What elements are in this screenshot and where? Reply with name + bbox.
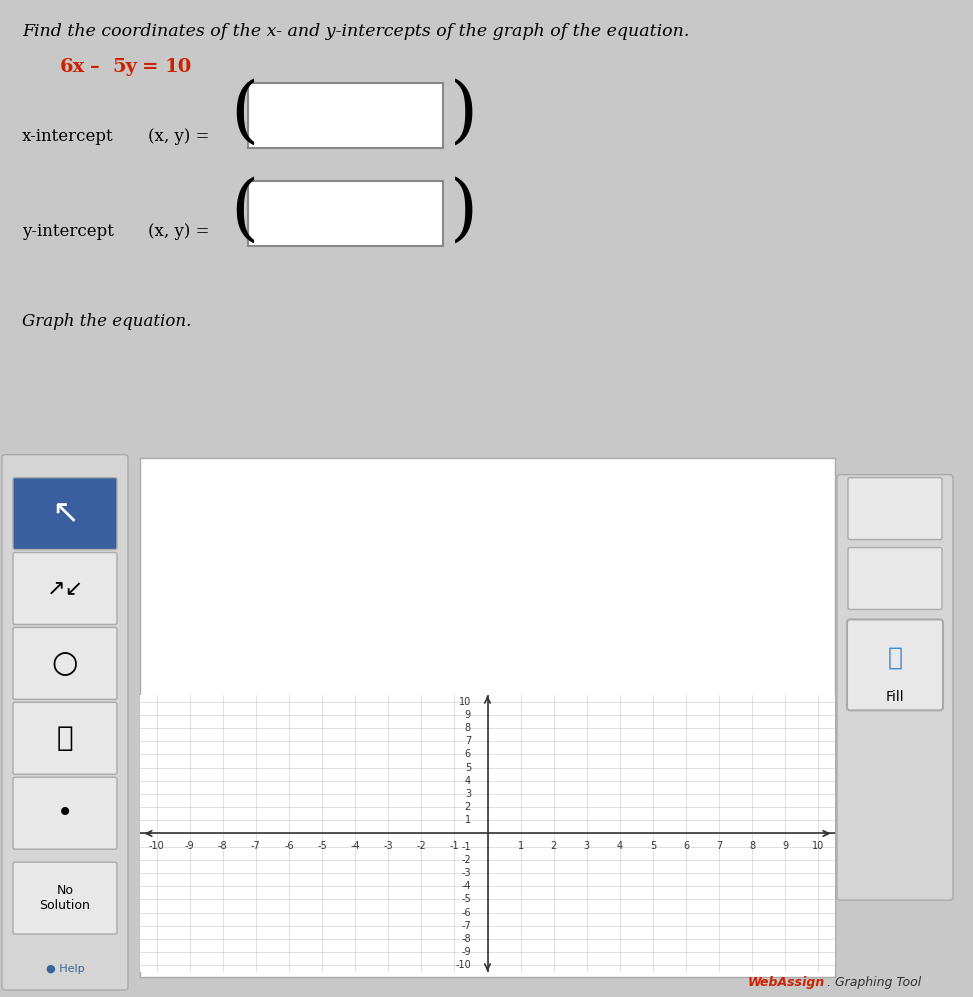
Text: –: – xyxy=(90,58,99,76)
FancyBboxPatch shape xyxy=(13,778,117,849)
Text: -8: -8 xyxy=(461,934,471,944)
FancyBboxPatch shape xyxy=(13,862,117,934)
Bar xyxy=(248,181,443,246)
Text: -4: -4 xyxy=(350,841,360,851)
Text: -1: -1 xyxy=(450,841,459,851)
Text: =: = xyxy=(142,58,159,76)
Text: 10: 10 xyxy=(812,841,824,851)
Text: -9: -9 xyxy=(185,841,195,851)
Text: 3: 3 xyxy=(465,789,471,799)
Text: -9: -9 xyxy=(461,947,471,957)
Text: ↖: ↖ xyxy=(51,498,79,530)
Text: -6: -6 xyxy=(461,907,471,917)
Text: 8: 8 xyxy=(465,723,471,733)
Text: 9: 9 xyxy=(465,710,471,720)
Text: 5y: 5y xyxy=(112,58,137,76)
FancyBboxPatch shape xyxy=(837,475,953,900)
Text: (: ( xyxy=(230,78,258,149)
Text: 2: 2 xyxy=(551,841,557,851)
Text: Graph the equation.: Graph the equation. xyxy=(22,313,192,330)
Text: -7: -7 xyxy=(251,841,261,851)
Text: 7: 7 xyxy=(465,736,471,746)
Text: . Graphing Tool: . Graphing Tool xyxy=(827,976,921,989)
Text: 9: 9 xyxy=(782,841,788,851)
Text: -5: -5 xyxy=(461,894,471,904)
Text: (x, y) =: (x, y) = xyxy=(148,129,209,146)
Text: x-intercept: x-intercept xyxy=(22,129,114,146)
FancyBboxPatch shape xyxy=(13,702,117,775)
Text: •: • xyxy=(56,800,73,828)
Bar xyxy=(140,458,835,977)
Text: ↗↙: ↗↙ xyxy=(47,578,84,598)
Text: 6: 6 xyxy=(465,750,471,760)
FancyBboxPatch shape xyxy=(13,627,117,699)
Text: ): ) xyxy=(450,78,478,149)
Text: -7: -7 xyxy=(461,921,471,931)
Text: -1: -1 xyxy=(461,841,471,851)
Text: 2: 2 xyxy=(465,803,471,813)
Text: 6: 6 xyxy=(683,841,689,851)
FancyBboxPatch shape xyxy=(848,547,942,609)
Text: 🖌: 🖌 xyxy=(887,645,903,669)
Text: 6x: 6x xyxy=(60,58,86,76)
FancyBboxPatch shape xyxy=(13,552,117,624)
Text: 1: 1 xyxy=(518,841,523,851)
Text: -2: -2 xyxy=(416,841,426,851)
Text: Fill: Fill xyxy=(885,690,904,704)
Text: (: ( xyxy=(230,176,258,246)
Text: 4: 4 xyxy=(465,776,471,786)
Text: 10: 10 xyxy=(458,697,471,707)
Text: Find the coordinates of the x- and y-intercepts of the graph of the equation.: Find the coordinates of the x- and y-int… xyxy=(22,23,690,40)
Text: -10: -10 xyxy=(455,960,471,970)
FancyBboxPatch shape xyxy=(13,478,117,549)
Text: -4: -4 xyxy=(461,881,471,891)
Text: -3: -3 xyxy=(383,841,393,851)
Text: 4: 4 xyxy=(617,841,623,851)
Text: (x, y) =: (x, y) = xyxy=(148,223,209,240)
Text: ● Help: ● Help xyxy=(46,964,85,974)
Bar xyxy=(248,83,443,149)
Text: -2: -2 xyxy=(461,854,471,864)
Text: 3: 3 xyxy=(584,841,590,851)
Text: ): ) xyxy=(450,176,478,246)
Text: -5: -5 xyxy=(317,841,327,851)
Text: 5: 5 xyxy=(465,763,471,773)
Text: -6: -6 xyxy=(284,841,294,851)
Text: ⌣: ⌣ xyxy=(56,724,73,753)
FancyBboxPatch shape xyxy=(847,619,943,710)
Text: 1: 1 xyxy=(465,816,471,826)
Text: y-intercept: y-intercept xyxy=(22,223,114,240)
FancyBboxPatch shape xyxy=(848,478,942,539)
Text: 8: 8 xyxy=(749,841,755,851)
Text: 10: 10 xyxy=(165,58,193,76)
Text: No
Solution: No Solution xyxy=(40,884,90,912)
Text: ○: ○ xyxy=(52,649,78,678)
Text: WebAssign: WebAssign xyxy=(747,976,825,989)
Text: 5: 5 xyxy=(650,841,656,851)
FancyBboxPatch shape xyxy=(2,455,128,990)
Text: -8: -8 xyxy=(218,841,228,851)
Text: -10: -10 xyxy=(149,841,164,851)
Text: -3: -3 xyxy=(461,868,471,878)
Text: 7: 7 xyxy=(716,841,722,851)
